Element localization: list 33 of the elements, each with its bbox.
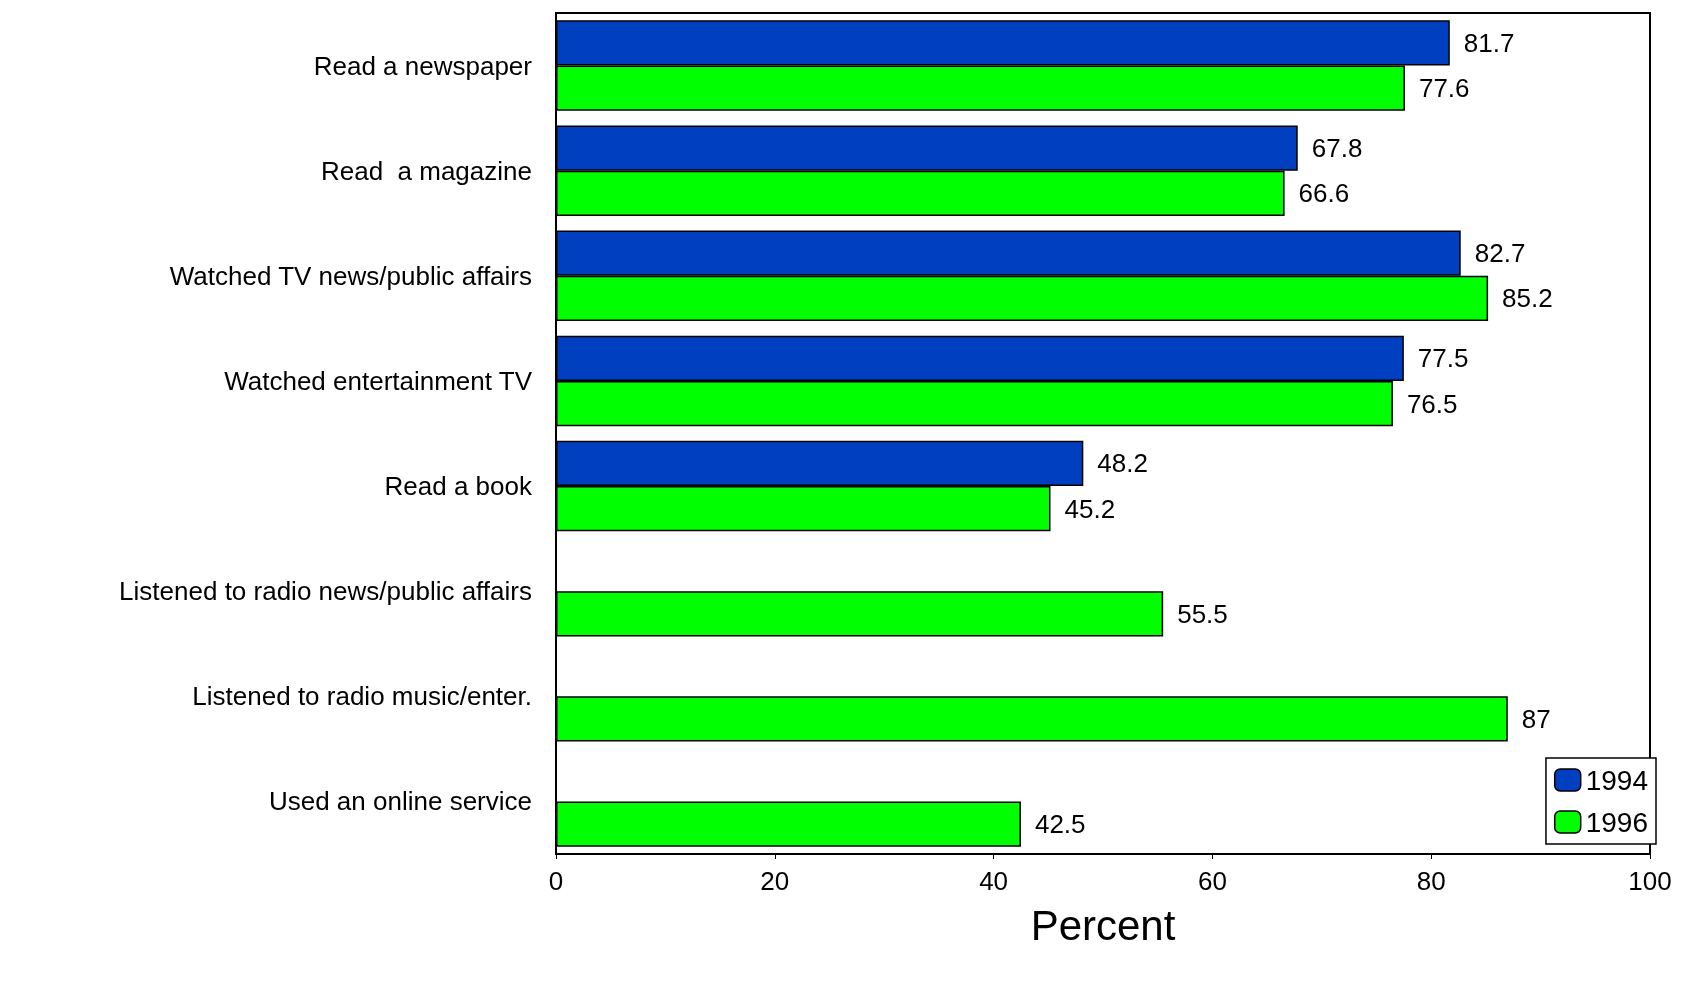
bar [556, 696, 1508, 742]
data-label: 66.6 [1298, 178, 1350, 209]
x-tick-label: 60 [1197, 866, 1227, 896]
data-label: 82.7 [1474, 238, 1526, 269]
data-label: 48.2 [1097, 448, 1148, 479]
data-label: 67.8 [1311, 133, 1363, 164]
y-tick-label: Read a magazine [320, 155, 532, 186]
x-axis-title: Percent [1030, 901, 1176, 949]
data-label: 77.6 [1418, 73, 1470, 104]
x-tick-label: 100 [1628, 866, 1672, 896]
bar [556, 801, 1021, 847]
x-tick-label: 40 [979, 866, 1009, 896]
y-tick-label: Read a newspaper [313, 50, 533, 81]
y-tick-label: Read a book [384, 471, 533, 502]
data-label: 85.2 [1502, 283, 1553, 314]
data-label: 42.5 [1034, 809, 1086, 840]
data-label: 55.5 [1177, 598, 1228, 629]
y-tick-label: Listened to radio news/public affairs [119, 576, 532, 607]
data-label: 45.2 [1064, 493, 1116, 524]
x-tick-label: 20 [760, 866, 790, 896]
y-tick-label: Watched entertainment TV [224, 365, 533, 396]
data-label: 87 [1521, 703, 1551, 734]
bar [556, 591, 1164, 637]
y-tick-label: Used an online service [268, 786, 532, 817]
legend-label: 1996 [1585, 806, 1649, 838]
y-tick-label: Listened to radio music/enter. [192, 681, 532, 712]
data-label: 76.5 [1406, 388, 1458, 419]
data-label: 81.7 [1463, 27, 1515, 58]
x-tick-label: 0 [548, 866, 564, 896]
legend-label: 1994 [1585, 764, 1649, 796]
data-label: 77.5 [1417, 343, 1469, 374]
y-tick-label: Watched TV news/public affairs [169, 260, 532, 291]
x-tick-label: 80 [1416, 866, 1446, 896]
